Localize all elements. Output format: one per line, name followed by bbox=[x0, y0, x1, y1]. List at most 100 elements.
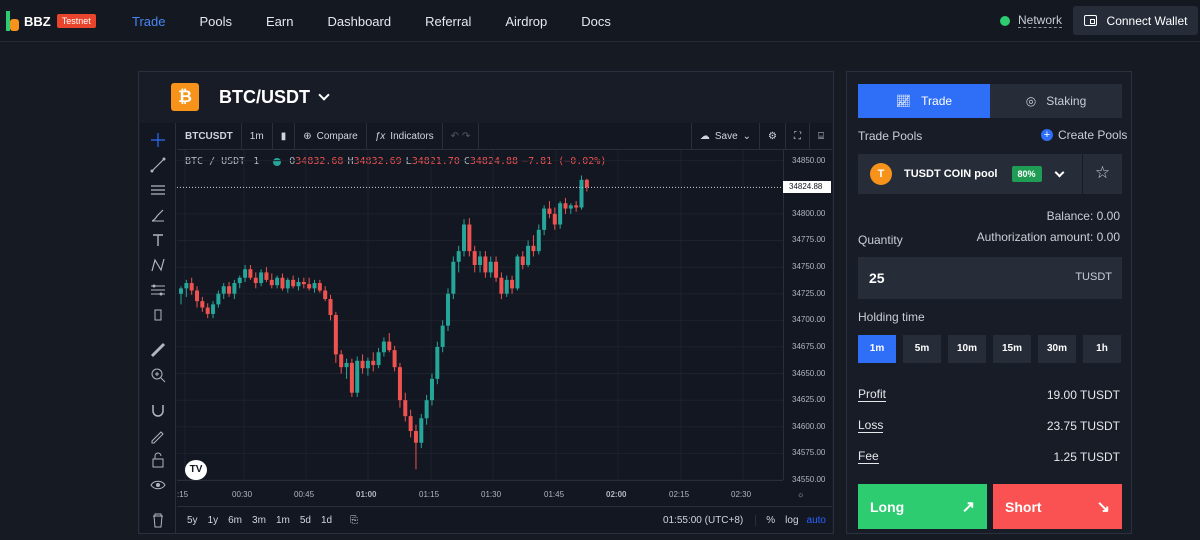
trend-line-icon[interactable] bbox=[149, 156, 167, 174]
text-tool-icon[interactable] bbox=[149, 231, 167, 249]
fullscreen-icon[interactable]: ⛶ bbox=[786, 122, 810, 150]
candle-body bbox=[285, 279, 290, 289]
nav-pools[interactable]: Pools bbox=[199, 13, 233, 29]
nav-dashboard[interactable]: Dashboard bbox=[327, 13, 392, 29]
connect-wallet-button[interactable]: Connect Wallet bbox=[1073, 6, 1198, 35]
hold-1m[interactable]: 1m bbox=[858, 335, 896, 363]
hold-10m[interactable]: 10m bbox=[948, 335, 986, 363]
candle-body bbox=[413, 431, 418, 443]
indicators-button[interactable]: ƒx Indicators bbox=[367, 122, 443, 150]
nav-earn[interactable]: Earn bbox=[266, 13, 294, 29]
tab-staking[interactable]: ◎ Staking bbox=[990, 84, 1122, 118]
camera-icon[interactable]: ⌸ bbox=[818, 130, 824, 142]
lock-icon[interactable] bbox=[149, 451, 167, 469]
candle-body bbox=[328, 299, 333, 315]
loss-label[interactable]: Loss bbox=[858, 418, 884, 433]
candle-body bbox=[189, 283, 194, 291]
measure-icon[interactable] bbox=[149, 341, 167, 359]
interval-button[interactable]: 1m bbox=[242, 122, 273, 150]
hold-5m[interactable]: 5m bbox=[903, 335, 941, 363]
holding-time-label: Holding time bbox=[858, 310, 925, 324]
range-1y[interactable]: 1y bbox=[207, 514, 219, 526]
panel-tabs: 📈︎ Trade ◎ Staking bbox=[858, 84, 1122, 118]
candle-body bbox=[440, 325, 445, 347]
nav-trade[interactable]: Trade bbox=[132, 13, 166, 29]
quantity-input[interactable]: 25 TUSDT bbox=[858, 257, 1122, 299]
price-tick: 34750.00 bbox=[792, 262, 826, 272]
fee-value: 1.25 TUSDT bbox=[1053, 450, 1120, 464]
price-tick: 34575.00 bbox=[792, 448, 826, 458]
goto-date-icon[interactable]: ⎘ bbox=[350, 514, 359, 526]
range-1d[interactable]: 1d bbox=[320, 514, 333, 526]
range-5d[interactable]: 5d bbox=[299, 514, 311, 526]
hold-15m[interactable]: 15m bbox=[993, 335, 1031, 363]
nav-airdrop[interactable]: Airdrop bbox=[505, 13, 548, 29]
candle-type-icon[interactable]: ▮ bbox=[273, 122, 296, 150]
candlestick-plot[interactable] bbox=[177, 150, 783, 480]
hold-1h[interactable]: 1h bbox=[1083, 335, 1121, 363]
brush-icon[interactable] bbox=[149, 206, 167, 224]
price-tick: 34725.00 bbox=[792, 288, 826, 298]
bitcoin-icon: ₿ bbox=[171, 83, 199, 111]
pair-selector[interactable]: ₿ BTC/USDT bbox=[139, 72, 833, 122]
magnet-icon[interactable] bbox=[149, 401, 167, 419]
fee-label[interactable]: Fee bbox=[858, 449, 879, 464]
candle-body bbox=[227, 286, 232, 294]
scale-log[interactable]: log bbox=[785, 514, 799, 526]
candle-body bbox=[456, 251, 461, 262]
crosshair-icon[interactable] bbox=[149, 131, 167, 149]
candle-body bbox=[446, 293, 450, 326]
settings-gear-icon[interactable]: ⚙ bbox=[760, 122, 786, 150]
time-tick: 00:30 bbox=[232, 490, 253, 499]
pattern-icon[interactable] bbox=[149, 256, 167, 274]
tab-trade-label: Trade bbox=[921, 94, 953, 108]
candle-body bbox=[462, 224, 467, 252]
long-button[interactable]: Long ↗ bbox=[858, 484, 987, 529]
nav-referral[interactable]: Referral bbox=[425, 13, 472, 29]
tab-trade[interactable]: 📈︎ Trade bbox=[858, 84, 990, 118]
range-1m[interactable]: 1m bbox=[275, 514, 290, 526]
symbol-button[interactable]: BTCUSDT bbox=[177, 122, 242, 150]
favorite-star-icon[interactable]: ☆ bbox=[1082, 154, 1122, 194]
create-pools-link[interactable]: + Create Pools bbox=[1041, 128, 1127, 142]
undo-redo[interactable]: ↶ ↷ bbox=[443, 122, 480, 150]
market-status-icon bbox=[273, 157, 282, 166]
range-3m[interactable]: 3m bbox=[252, 514, 266, 526]
scale-percent[interactable]: % bbox=[755, 514, 775, 526]
profit-label[interactable]: Profit bbox=[858, 387, 887, 402]
candle-body bbox=[253, 277, 258, 284]
top-bar: BBZ Testnet Trade Pools Earn Dashboard R… bbox=[0, 0, 1200, 42]
scale-auto[interactable]: auto bbox=[806, 514, 826, 526]
tradingview-logo[interactable]: TV bbox=[185, 460, 207, 480]
eye-icon[interactable] bbox=[149, 476, 167, 494]
prediction-icon[interactable] bbox=[149, 281, 167, 299]
trash-icon[interactable] bbox=[149, 511, 167, 529]
short-button[interactable]: Short ↘ bbox=[993, 484, 1122, 529]
compare-button[interactable]: ⊕ Compare bbox=[295, 122, 367, 150]
time-axis[interactable]: ☼ :15 00:30 00:45 01:00 01:15 01:30 01:45 02:00… bbox=[177, 480, 804, 506]
range-5y[interactable]: 5y bbox=[187, 514, 198, 526]
nav-docs[interactable]: Docs bbox=[581, 13, 611, 29]
lock-pencil-icon[interactable] bbox=[149, 426, 167, 444]
network-selector[interactable]: Network bbox=[1000, 13, 1063, 28]
pool-selector[interactable]: T TUSDT COIN pool 80% ☆ bbox=[858, 154, 1122, 194]
brand-logo[interactable]: BBZ Testnet bbox=[6, 11, 96, 31]
candle-body bbox=[264, 272, 269, 280]
horizontal-lines-icon[interactable] bbox=[149, 181, 167, 199]
candle-body bbox=[195, 290, 200, 302]
clock[interactable]: 01:55:00 (UTC+8) bbox=[662, 514, 744, 526]
price-axis[interactable]: 34850.00 34800.00 34775.00 34750.00 34725.00… bbox=[783, 150, 832, 484]
range-6m[interactable]: 6m bbox=[228, 514, 243, 526]
save-button[interactable]: ☁ Save ⌄ bbox=[690, 122, 761, 150]
candle-body bbox=[563, 203, 568, 209]
ruler-small-icon[interactable] bbox=[149, 306, 167, 324]
zoom-in-icon[interactable] bbox=[149, 366, 167, 384]
legend-c-label: C bbox=[463, 156, 470, 167]
candle-body bbox=[478, 256, 483, 265]
candle-body bbox=[531, 245, 536, 252]
settings-sun-icon[interactable]: ☼ bbox=[797, 490, 805, 499]
hold-30m[interactable]: 30m bbox=[1038, 335, 1076, 363]
quantity-unit: TUSDT bbox=[1075, 271, 1112, 283]
candle-body bbox=[419, 418, 424, 443]
candle-body bbox=[424, 400, 429, 419]
